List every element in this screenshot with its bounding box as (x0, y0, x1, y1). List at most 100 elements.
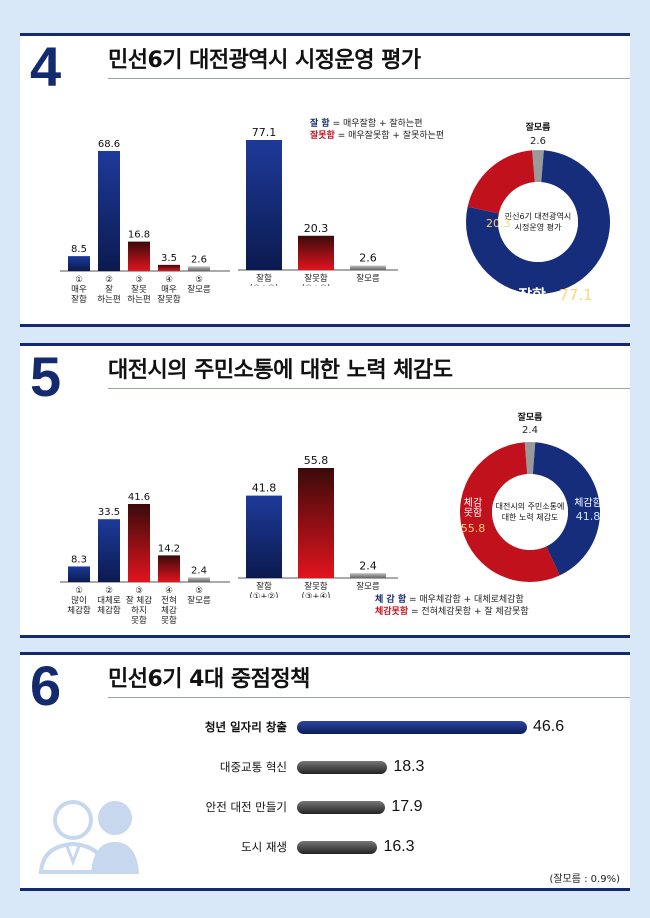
section-number: 6 (30, 654, 62, 717)
bar (68, 256, 90, 271)
category-label: 잘 (105, 284, 113, 295)
category-label: ⑤ (195, 586, 203, 596)
category-label: ④ (165, 586, 173, 596)
bar (128, 504, 150, 582)
policy-label: 청년 일자리 창출 (204, 720, 287, 734)
slice-name: 잘모름 (526, 121, 551, 133)
slice-name: 못함 (464, 507, 482, 519)
section-title: 민선6기 4대 중점정책 (108, 667, 310, 692)
policy-bar (297, 841, 378, 854)
donut-slice (524, 442, 536, 475)
category-label: ① (75, 275, 83, 285)
donut-center-label: 대전시의 주민소통에 (496, 501, 565, 511)
category-label: 잘못함 (304, 581, 328, 592)
section-number: 5 (30, 345, 62, 408)
policy-label: 대중교통 혁신 (219, 760, 287, 774)
slice-value: 20.3 (486, 217, 511, 230)
policy-bar (297, 761, 388, 774)
slice-name: 체감 (464, 497, 482, 509)
policy-value: 16.3 (383, 838, 415, 855)
bar (68, 566, 90, 582)
policy-label: 안전 대전 만들기 (205, 800, 287, 814)
donut-slice (532, 150, 544, 183)
category-label: (③+④) (302, 592, 331, 598)
category-label: 못함 (131, 616, 147, 624)
slice-name: 잘함 (518, 286, 546, 304)
section-number: 4 (30, 35, 62, 98)
donut-slice (466, 150, 610, 294)
legend-text-bad: = 매우잘못함 + 잘못하는편 (337, 131, 445, 141)
slice-name: 체감함 (574, 497, 602, 509)
category-label: 잘모름 (356, 581, 380, 592)
legend: 잘 함 = 매우잘함 + 잘하는편 잘못함 = 매우잘못함 + 잘못하는편 (310, 118, 444, 142)
donut-slice (532, 442, 600, 576)
bar (188, 266, 210, 271)
value-label: 8.5 (71, 244, 87, 255)
legend: 체 감 함 = 매우체감함 + 대체로체감함 체감못함 = 전혀체감못함 + 잘… (375, 594, 529, 618)
category-label: (①+②) (250, 284, 279, 286)
category-label: 잘함 (256, 273, 272, 284)
section-6: 6 민선6기 4대 중점정책 청년 일자리 창출 46.6 대중교통 혁신 18.3 안… (20, 652, 630, 891)
bar (246, 495, 282, 578)
legend-key-good: 잘 함 (310, 119, 330, 129)
slice-value: 2.4 (522, 425, 538, 436)
value-label: 68.6 (98, 139, 120, 150)
section-title: 대전시의 주민소통에 대한 노력 체감도 (108, 358, 453, 383)
bar (158, 555, 180, 582)
value-label: 55.8 (304, 454, 329, 467)
legend-text-good: = 매우잘함 + 잘하는편 (332, 119, 423, 129)
category-label: ③ (135, 275, 143, 285)
category-label: ① (75, 586, 83, 596)
value-label: 3.5 (161, 253, 177, 264)
policy-value: 17.9 (391, 798, 423, 815)
bar (298, 235, 334, 270)
value-label: 2.4 (359, 559, 377, 572)
category-label: (③+④) (302, 284, 331, 286)
category-label: ② (105, 586, 113, 596)
value-label: 41.8 (252, 482, 277, 495)
bar (158, 264, 180, 271)
donut-slice (460, 442, 560, 582)
slice-value: 2.6 (530, 136, 546, 147)
section-4: 4 민선6기 대전광역시 시정운영 평가 8.5 ① 매우 잘함 68.6 ② 잘 하는편 16… (20, 33, 630, 327)
category-label: 전혀 (161, 595, 177, 606)
category-label: 잘못함 (304, 273, 328, 284)
category-label: 잘 체감 (126, 595, 152, 606)
title-divider (108, 78, 630, 79)
bar (128, 241, 150, 271)
category-label: ④ (165, 275, 173, 285)
category-label: 잘못함 (157, 294, 181, 305)
legend-key-bad: 잘못함 (310, 131, 335, 141)
category-label: 체감함 (67, 605, 91, 616)
category-label: 하는편 (127, 294, 150, 305)
category-label: 잘모름 (187, 284, 211, 295)
policy-bar (297, 721, 527, 734)
category-label: 체감 (161, 605, 177, 616)
legend-text-good: = 매우체감함 + 대체로체감함 (408, 595, 524, 605)
policy-value: 18.3 (393, 758, 425, 775)
category-label: 하는편 (97, 294, 120, 305)
note-unknown: (잘모름 : 0.9%) (549, 874, 620, 885)
category-label: 매우 (71, 285, 87, 295)
slice-value: 41.8 (576, 510, 601, 523)
category-label: 매우 (161, 285, 177, 295)
category-label: 잘함 (71, 294, 87, 305)
legend-key-bad: 체감못함 (375, 607, 409, 617)
bar (298, 468, 334, 578)
value-label: 2.4 (191, 566, 207, 577)
value-label: 77.1 (252, 126, 277, 139)
slice-name: 잘모름 (518, 411, 543, 423)
title-divider (108, 388, 630, 389)
category-label: 많이 (71, 595, 87, 606)
title-divider (108, 697, 630, 698)
donut-slice (467, 150, 535, 214)
bar (188, 577, 210, 582)
donut-center-label: 대한 노력 체감도 (502, 512, 559, 522)
section-title: 민선6기 대전광역시 시정운영 평가 (108, 48, 421, 73)
donut-center-label: 민선6기 대전광역시 (505, 211, 572, 221)
legend-key-good: 체 감 함 (375, 595, 407, 605)
category-label: (①+②) (250, 592, 279, 598)
